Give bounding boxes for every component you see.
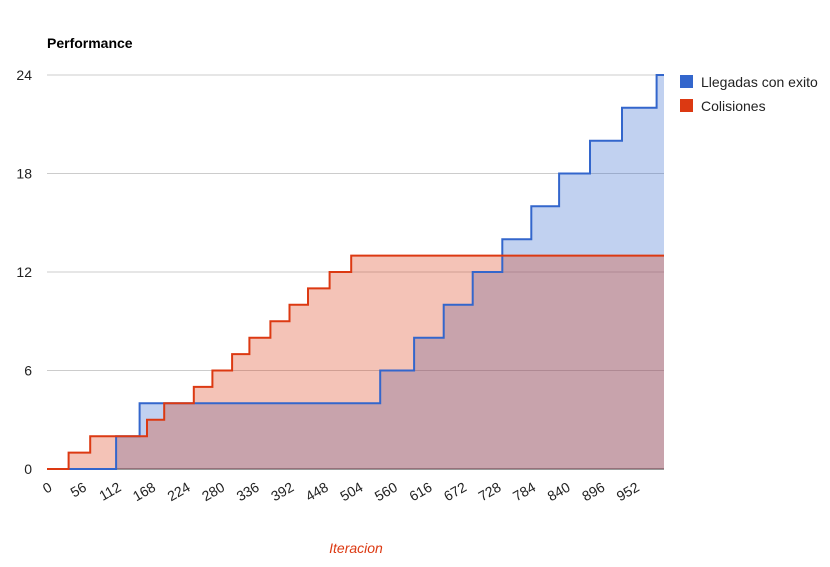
x-tick-label: 336 bbox=[234, 479, 262, 505]
x-axis-ticks: 0 56 112 168 224 280 336 392 448 504 560 616 672 728 7… bbox=[40, 479, 642, 505]
x-tick-label: 392 bbox=[268, 479, 296, 505]
x-tick-label: 728 bbox=[475, 479, 503, 505]
y-axis-ticks: 0 6 12 18 24 bbox=[16, 67, 32, 477]
x-tick-label: 448 bbox=[303, 479, 331, 505]
y-tick-label: 0 bbox=[24, 461, 32, 477]
x-tick-label: 952 bbox=[614, 479, 642, 505]
series-areas bbox=[47, 75, 664, 469]
legend-swatch-colisiones bbox=[680, 99, 693, 112]
x-tick-label: 112 bbox=[96, 479, 124, 504]
legend-label-colisiones: Colisiones bbox=[701, 98, 766, 114]
y-tick-label: 24 bbox=[16, 67, 32, 83]
x-tick-label: 784 bbox=[510, 479, 538, 505]
x-tick-label: 0 bbox=[40, 479, 55, 497]
x-tick-label: 616 bbox=[406, 479, 434, 505]
x-axis-label: Iteracion bbox=[329, 540, 383, 556]
x-tick-label: 224 bbox=[164, 479, 192, 505]
x-tick-label: 560 bbox=[372, 479, 400, 505]
y-tick-label: 6 bbox=[24, 363, 32, 379]
legend-label-llegadas: Llegadas con exito bbox=[701, 74, 818, 90]
y-tick-label: 18 bbox=[16, 166, 32, 182]
x-tick-label: 168 bbox=[130, 479, 158, 505]
legend-swatch-llegadas bbox=[680, 75, 693, 88]
x-tick-label: 56 bbox=[68, 479, 90, 501]
series-area-0 bbox=[47, 75, 664, 469]
legend: Llegadas con exito Colisiones bbox=[680, 74, 818, 114]
x-tick-label: 840 bbox=[545, 479, 573, 505]
y-tick-label: 12 bbox=[16, 264, 32, 280]
x-tick-label: 504 bbox=[337, 479, 365, 505]
x-tick-label: 672 bbox=[441, 479, 469, 505]
x-tick-label: 280 bbox=[199, 479, 227, 505]
series-line-1 bbox=[47, 254, 664, 470]
chart-title: Performance bbox=[47, 35, 133, 51]
x-tick-label: 896 bbox=[579, 479, 607, 505]
series-lines bbox=[47, 74, 664, 470]
series-area-1 bbox=[47, 255, 664, 469]
